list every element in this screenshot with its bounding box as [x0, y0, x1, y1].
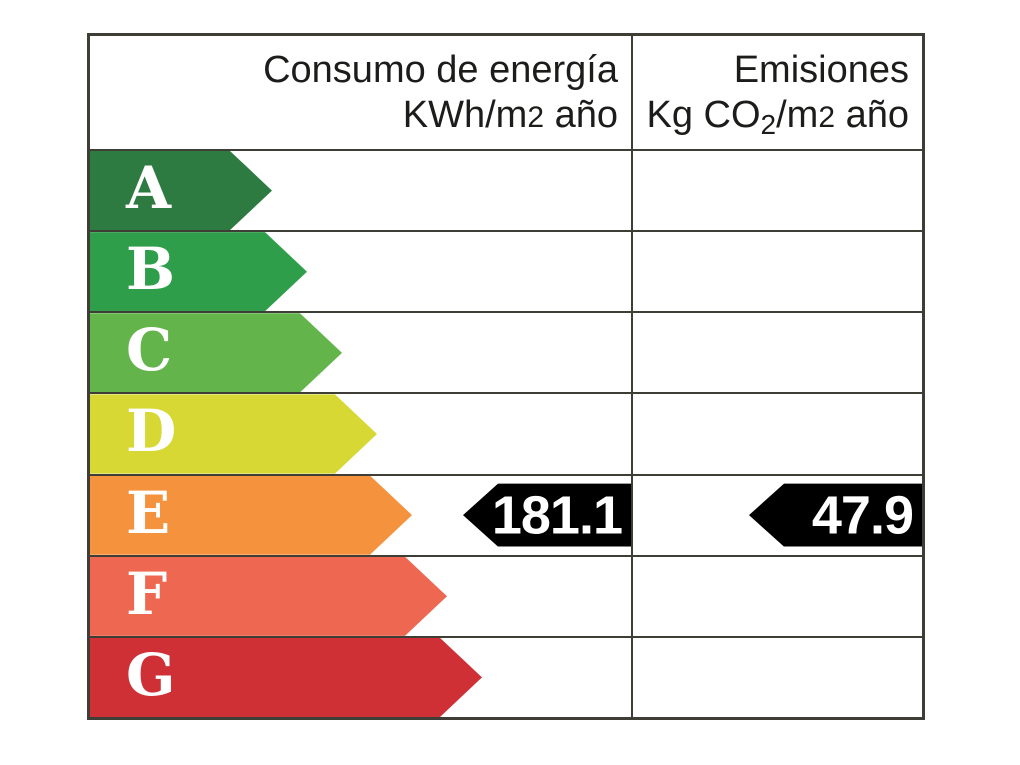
consumption-value: 181.1: [491, 485, 623, 546]
rating-bar-c: C: [90, 313, 342, 392]
consumption-cell-g: G: [90, 637, 633, 717]
rating-row-a: A: [90, 149, 922, 231]
emissions-value: 47.9: [811, 485, 914, 546]
emissions-units: Kg CO2/m2 año: [646, 94, 910, 140]
consumption-units: KWh/m2 año: [402, 94, 618, 136]
rating-row-f: F: [90, 554, 922, 636]
rating-letter-g: G: [126, 640, 176, 709]
rating-bar-g: G: [90, 638, 482, 717]
consumption-cell-f: F: [90, 556, 633, 636]
rating-letter-c: C: [126, 316, 173, 385]
rating-letter-a: A: [126, 154, 172, 223]
rating-letter-e: E: [126, 478, 171, 547]
rating-row-c: C: [90, 311, 922, 393]
rating-bar-f: F: [90, 557, 447, 636]
rating-letter-f: F: [126, 559, 168, 628]
rating-row-e: E 181.1 47.9: [90, 473, 922, 555]
emissions-cell-a: [633, 151, 922, 230]
emissions-cell-c: [633, 313, 922, 392]
consumption-column-header: Consumo de energía KWh/m2 año: [90, 36, 633, 149]
rating-bar-d: D: [90, 394, 377, 473]
rating-row-b: B: [90, 230, 922, 312]
emissions-cell-f: [633, 557, 922, 636]
rating-bar-b: B: [90, 232, 307, 311]
consumption-cell-c: C: [90, 313, 633, 393]
emissions-cell-d: [633, 394, 922, 473]
rating-bar-a: A: [90, 151, 272, 230]
consumption-title: Consumo de energía: [263, 49, 618, 91]
consumption-cell-a: A: [90, 151, 633, 231]
table-header: Consumo de energía KWh/m2 año Emisiones …: [90, 36, 922, 149]
consumption-cell-b: B: [90, 232, 633, 312]
rating-table: Consumo de energía KWh/m2 año Emisiones …: [87, 33, 925, 720]
rating-letter-d: D: [126, 397, 177, 466]
rating-letter-b: B: [126, 235, 176, 304]
rating-row-d: D: [90, 392, 922, 474]
rating-row-g: G: [90, 635, 922, 717]
rating-bar-e: E: [90, 476, 412, 555]
emissions-title: Emisiones: [733, 49, 909, 91]
emissions-cell-b: [633, 232, 922, 311]
consumption-cell-e: E 181.1: [90, 475, 633, 555]
consumption-value-marker: 181.1: [463, 483, 631, 547]
consumption-cell-d: D: [90, 394, 633, 474]
emissions-cell-e: 47.9: [633, 476, 922, 555]
emissions-value-marker: 47.9: [749, 483, 922, 547]
emissions-column-header: Emisiones Kg CO2/m2 año: [633, 36, 922, 149]
emissions-cell-g: [633, 638, 922, 717]
